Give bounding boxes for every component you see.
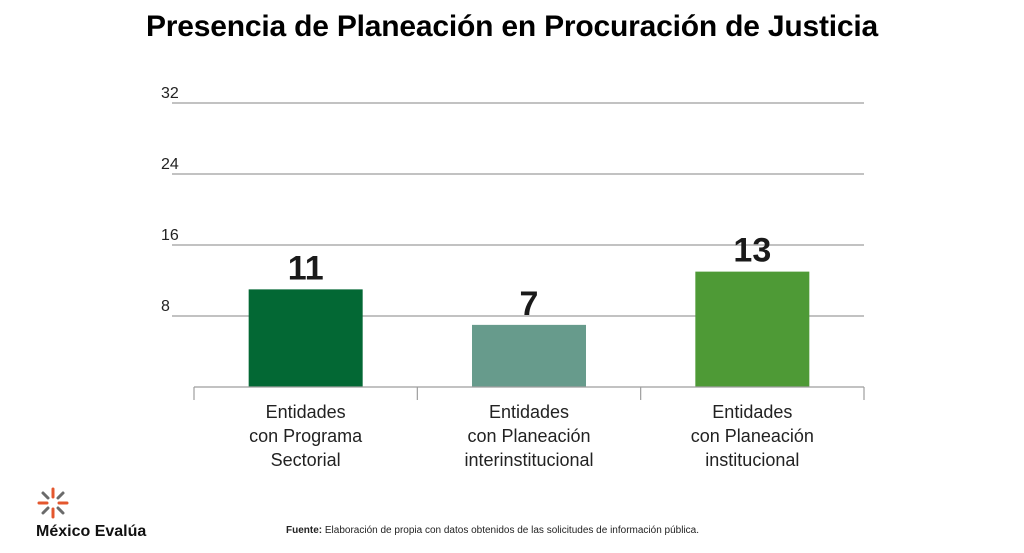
category-line: con Programa: [249, 426, 363, 446]
star-burst-icon: [37, 487, 69, 519]
bar-value-label: 7: [520, 285, 539, 323]
chart-title: Presencia de Planeación en Procuración d…: [146, 10, 878, 43]
y-tick-label: 32: [161, 85, 179, 102]
bar-value-label: 11: [288, 249, 324, 287]
bar: [472, 324, 586, 387]
source-text: Elaboración de propia con datos obtenido…: [322, 525, 700, 536]
category-line: interinstitucional: [464, 450, 594, 470]
category-label-planeacion-interinstitucional: Entidades con Planeación interinstitucio…: [419, 400, 639, 472]
category-line: Entidades: [488, 402, 570, 422]
category-label-programa-sectorial: Entidades con Programa Sectorial: [196, 400, 416, 472]
bar: [248, 289, 363, 387]
y-tick-label: 8: [161, 298, 170, 315]
axis-layer: [193, 386, 865, 400]
bar-layer: [248, 271, 810, 387]
source-label: Fuente:: [286, 525, 323, 536]
logo-name: México Evalúa: [36, 523, 147, 540]
bar-value-label: 13: [733, 232, 771, 270]
category-line: con Planeación: [467, 426, 591, 446]
source-note: Fuente: Elaboración de propia con datos …: [286, 525, 699, 536]
y-tick-label: 16: [161, 227, 179, 244]
category-line: Entidades: [265, 402, 346, 422]
category-line: con Planeación: [690, 426, 814, 446]
bar: [695, 271, 810, 387]
category-label-planeacion-institucional: Entidades con Planeación institucional: [642, 400, 862, 472]
category-line: Entidades: [712, 402, 793, 422]
category-line: Sectorial: [270, 450, 341, 470]
label-layer: 11 7 13: [288, 232, 772, 323]
y-tick-label: 24: [161, 156, 179, 173]
category-line: institucional: [705, 450, 800, 470]
